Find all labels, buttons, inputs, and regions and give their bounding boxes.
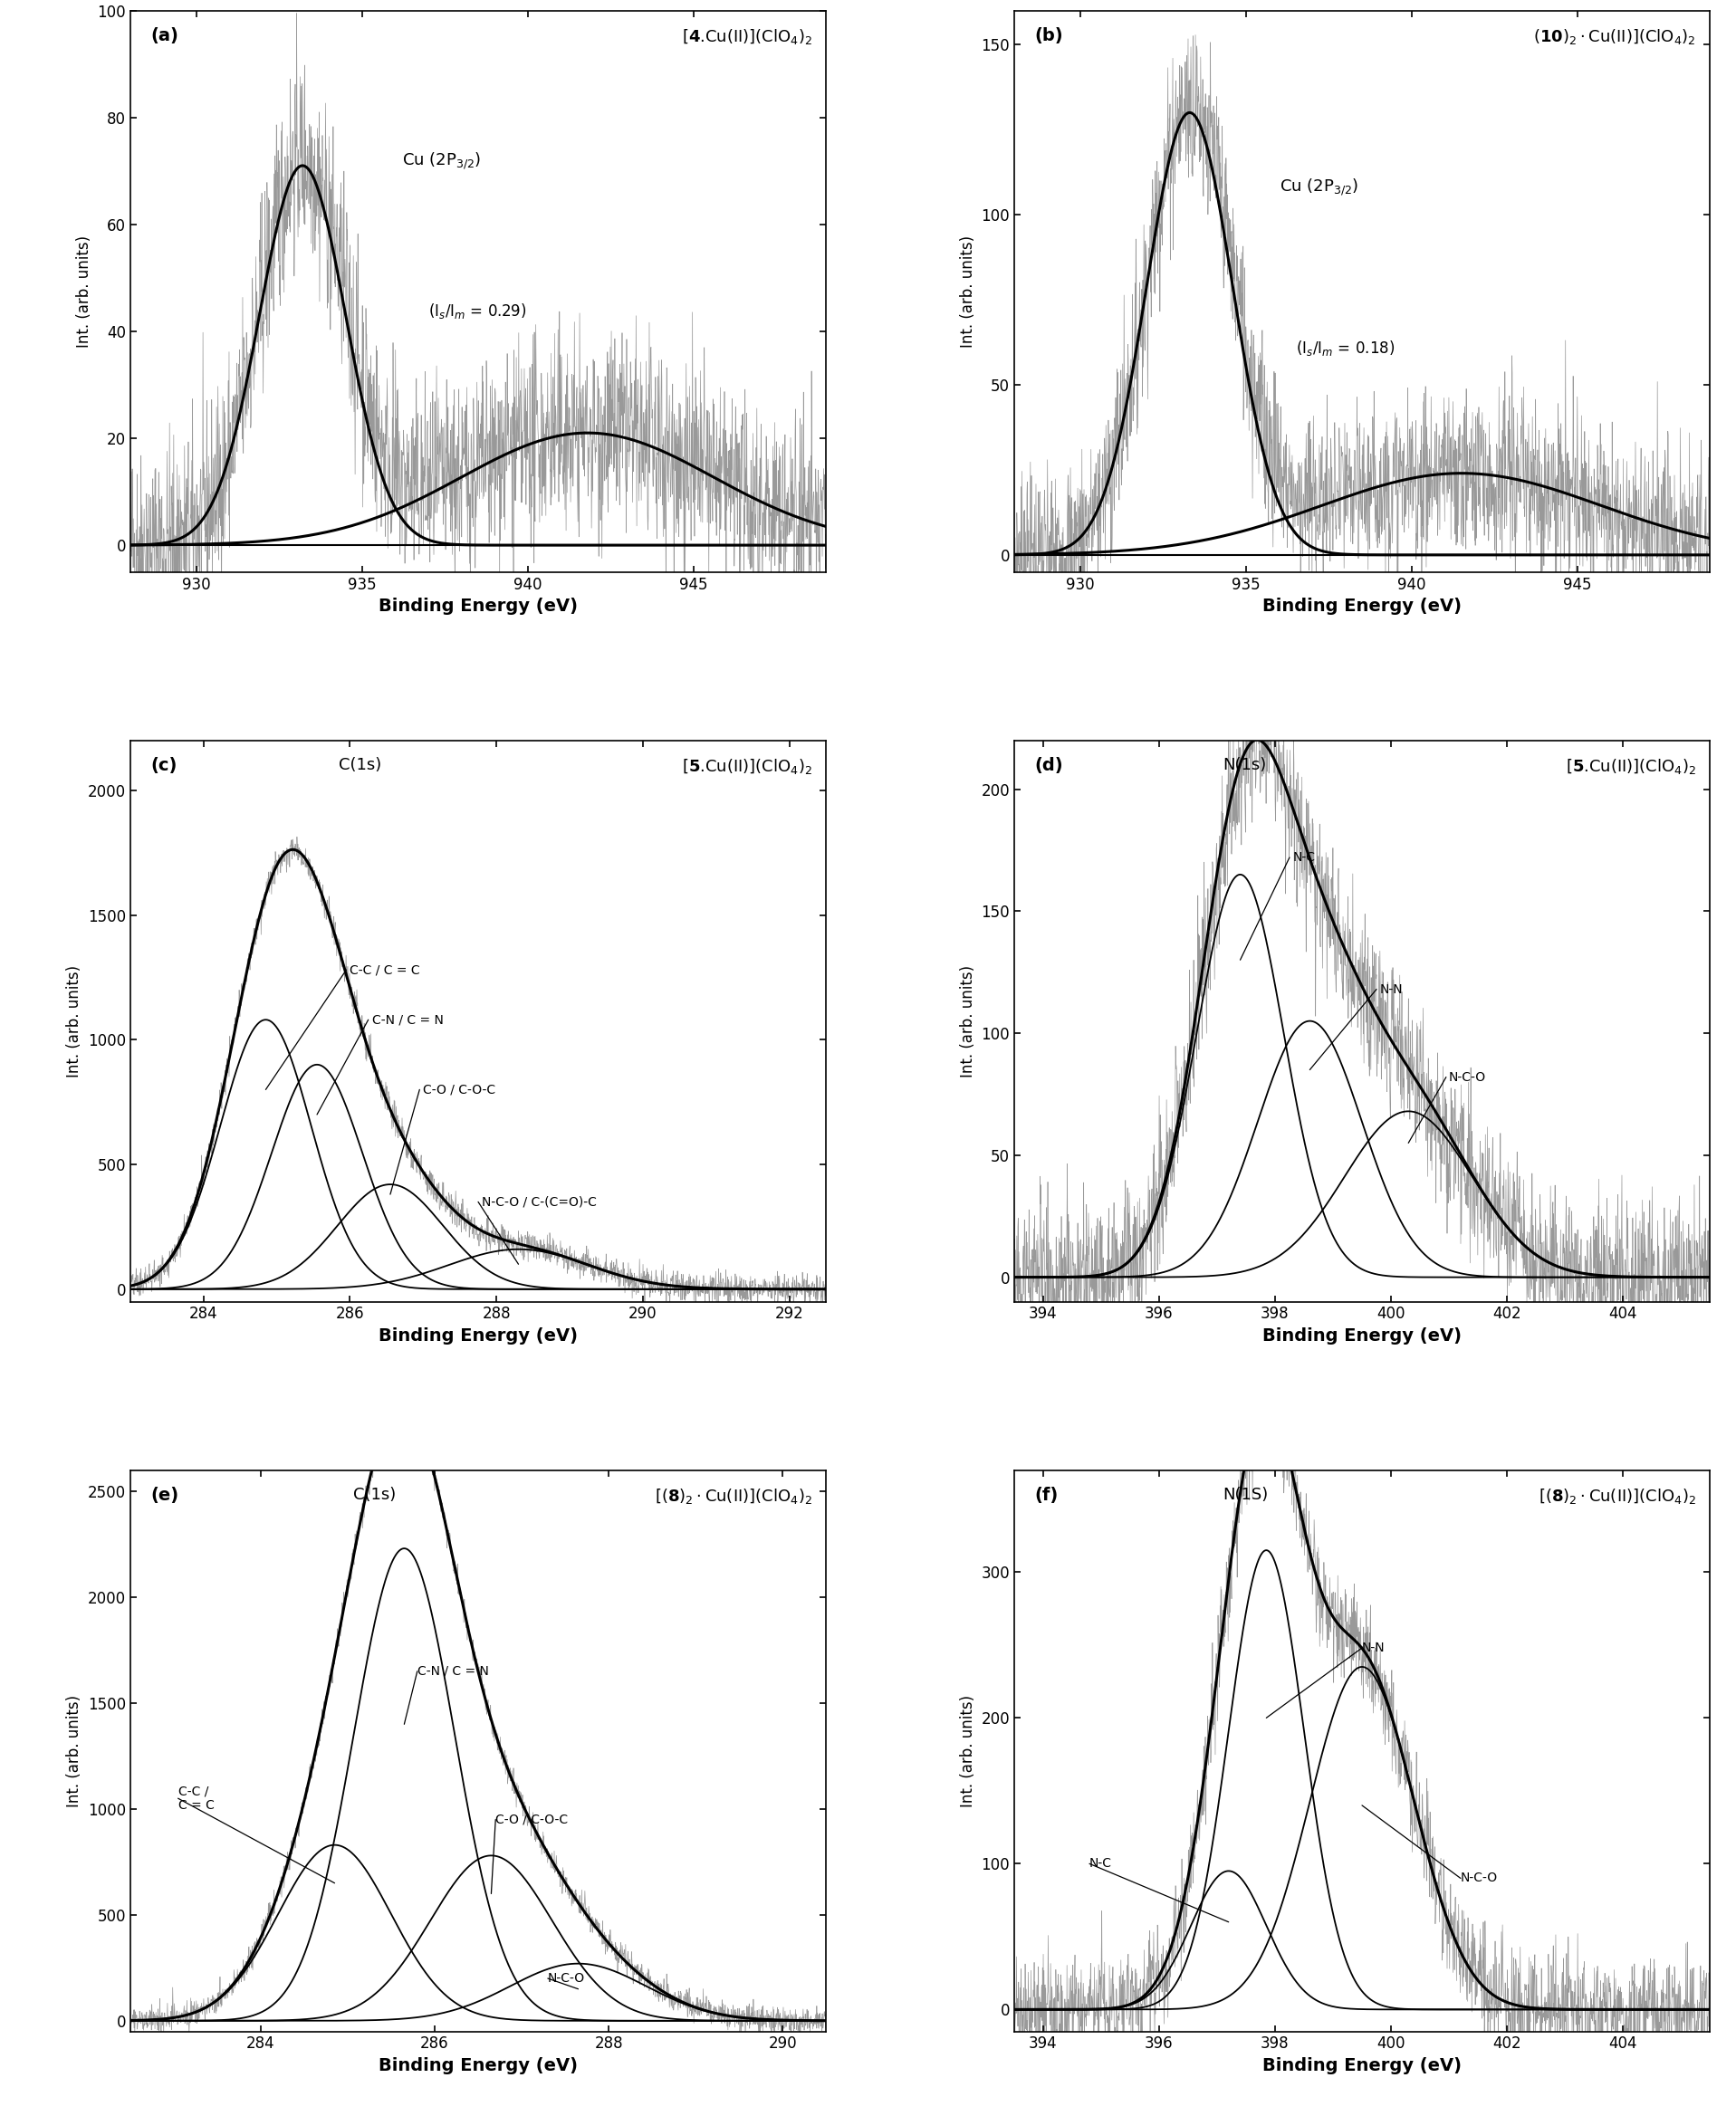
Text: (a): (a) bbox=[151, 28, 179, 44]
Y-axis label: Int. (arb. units): Int. (arb. units) bbox=[76, 235, 92, 347]
Text: C-C / C = C: C-C / C = C bbox=[351, 963, 420, 975]
Text: C-O / C-O-C: C-O / C-O-C bbox=[424, 1083, 496, 1096]
Text: N-C-O: N-C-O bbox=[1450, 1071, 1486, 1083]
Text: N(1s): N(1s) bbox=[1222, 758, 1267, 774]
Text: N-N: N-N bbox=[1363, 1642, 1385, 1655]
X-axis label: Binding Energy (eV): Binding Energy (eV) bbox=[1262, 597, 1462, 616]
Text: [($\mathbf{8}$)$_2\cdot$Cu(II)](ClO$_4$)$_2$: [($\mathbf{8}$)$_2\cdot$Cu(II)](ClO$_4$)… bbox=[1538, 1488, 1696, 1507]
Text: C(1s): C(1s) bbox=[352, 1488, 396, 1502]
Text: ($\mathbf{10}$)$_2\cdot$Cu(II)](ClO$_4$)$_2$: ($\mathbf{10}$)$_2\cdot$Cu(II)](ClO$_4$)… bbox=[1533, 28, 1696, 47]
Y-axis label: Int. (arb. units): Int. (arb. units) bbox=[960, 965, 976, 1077]
Y-axis label: Int. (arb. units): Int. (arb. units) bbox=[960, 235, 976, 347]
Text: N(1S): N(1S) bbox=[1222, 1488, 1269, 1502]
Text: [($\mathbf{8}$)$_2\cdot$Cu(II)](ClO$_4$)$_2$: [($\mathbf{8}$)$_2\cdot$Cu(II)](ClO$_4$)… bbox=[654, 1488, 812, 1507]
X-axis label: Binding Energy (eV): Binding Energy (eV) bbox=[378, 2057, 578, 2074]
Text: C-N / C = N: C-N / C = N bbox=[372, 1014, 443, 1026]
Text: [$\mathbf{5}$.Cu(II)](ClO$_4$)$_2$: [$\mathbf{5}$.Cu(II)](ClO$_4$)$_2$ bbox=[1566, 758, 1696, 777]
X-axis label: Binding Energy (eV): Binding Energy (eV) bbox=[378, 597, 578, 616]
Text: N-C-O: N-C-O bbox=[549, 1972, 585, 1985]
X-axis label: Binding Energy (eV): Binding Energy (eV) bbox=[378, 1327, 578, 1344]
Text: C-O / C-O-C: C-O / C-O-C bbox=[495, 1813, 568, 1826]
Text: Cu (2P$_{3/2}$): Cu (2P$_{3/2}$) bbox=[403, 150, 481, 171]
Text: (b): (b) bbox=[1035, 28, 1064, 44]
Text: N-C: N-C bbox=[1090, 1858, 1113, 1871]
Text: N-C-O: N-C-O bbox=[1460, 1873, 1498, 1885]
Text: N-N: N-N bbox=[1380, 984, 1403, 997]
Y-axis label: Int. (arb. units): Int. (arb. units) bbox=[66, 965, 83, 1077]
Text: [$\mathbf{4}$.Cu(II)](ClO$_4$)$_2$: [$\mathbf{4}$.Cu(II)](ClO$_4$)$_2$ bbox=[682, 28, 812, 47]
Y-axis label: Int. (arb. units): Int. (arb. units) bbox=[66, 1695, 83, 1807]
Text: (f): (f) bbox=[1035, 1488, 1059, 1504]
Text: C(1s): C(1s) bbox=[339, 758, 382, 774]
Text: (d): (d) bbox=[1035, 758, 1064, 774]
X-axis label: Binding Energy (eV): Binding Energy (eV) bbox=[1262, 1327, 1462, 1344]
Text: (I$_s$/I$_m$ = 0.29): (I$_s$/I$_m$ = 0.29) bbox=[429, 303, 526, 322]
Text: Cu (2P$_{3/2}$): Cu (2P$_{3/2}$) bbox=[1279, 178, 1358, 197]
X-axis label: Binding Energy (eV): Binding Energy (eV) bbox=[1262, 2057, 1462, 2074]
Text: [$\mathbf{5}$.Cu(II)](ClO$_4$)$_2$: [$\mathbf{5}$.Cu(II)](ClO$_4$)$_2$ bbox=[682, 758, 812, 777]
Y-axis label: Int. (arb. units): Int. (arb. units) bbox=[960, 1695, 976, 1807]
Text: N-C: N-C bbox=[1292, 851, 1316, 863]
Text: (e): (e) bbox=[151, 1488, 179, 1504]
Text: (I$_s$/I$_m$ = 0.18): (I$_s$/I$_m$ = 0.18) bbox=[1295, 339, 1394, 358]
Text: C-C /
C = C: C-C / C = C bbox=[179, 1784, 214, 1811]
Text: C-N / C = N: C-N / C = N bbox=[417, 1665, 490, 1678]
Text: N-C-O / C-(C=O)-C: N-C-O / C-(C=O)-C bbox=[483, 1196, 597, 1208]
Text: (c): (c) bbox=[151, 758, 177, 774]
